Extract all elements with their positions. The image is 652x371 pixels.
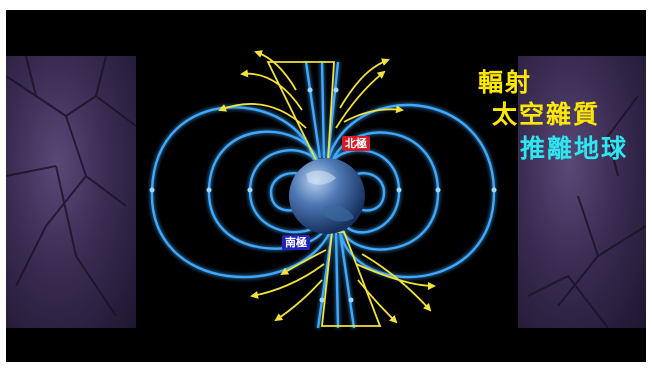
south-radiation-cone — [320, 231, 382, 327]
caption-line-radiation: 輻射 — [478, 68, 533, 97]
caption-line-push-away: 推離地球 — [520, 134, 629, 163]
north-pole-label: 北極 — [342, 136, 370, 151]
south-pole-label: 南極 — [282, 235, 310, 250]
caption-line-space-matter: 太空雜質 — [492, 100, 601, 129]
field-loop-small-right — [351, 171, 386, 212]
earth-globe — [289, 158, 365, 234]
field-direction-marks — [149, 87, 497, 303]
left-background-panel — [6, 56, 136, 328]
bare-branches-decoration — [527, 95, 646, 328]
right-background-panel — [518, 56, 646, 328]
radiation-arrows — [218, 50, 436, 324]
video-frame: 北極 南極 輻射 太空雜質 推離地球 — [6, 10, 646, 362]
field-loop-small-left — [269, 171, 307, 212]
magnetosphere-diagram — [149, 50, 497, 329]
bare-branches-decoration — [6, 56, 136, 317]
